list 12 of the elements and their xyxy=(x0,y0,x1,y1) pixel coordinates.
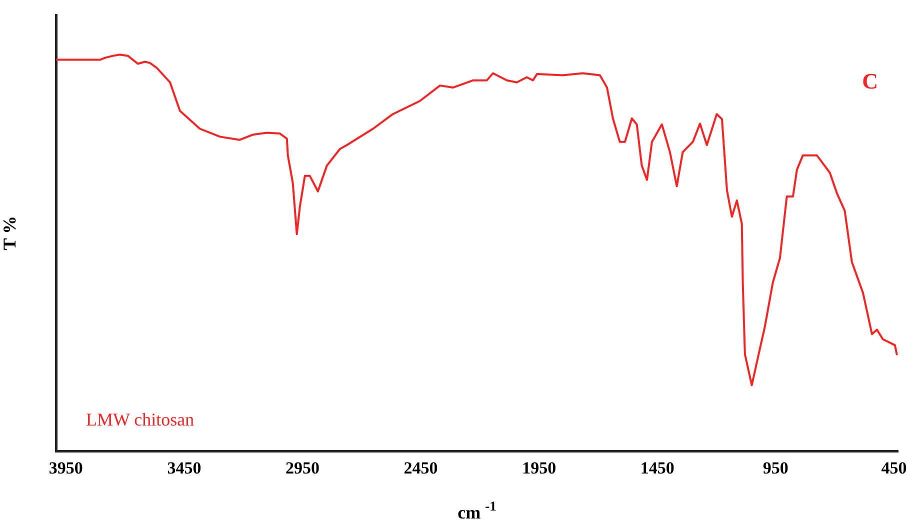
x-tick-label: 3450 xyxy=(167,458,202,478)
x-tick-label: 1450 xyxy=(640,458,674,478)
x-tick-label: 2450 xyxy=(404,458,438,478)
x-axis-title: cm -1 xyxy=(458,498,497,523)
x-tick-label: 3950 xyxy=(48,458,83,478)
y-axis-title: T % xyxy=(0,216,20,250)
annotation: LMW chitosan xyxy=(86,410,194,430)
x-tick-label: 1950 xyxy=(522,458,556,478)
x-tick-label: 950 xyxy=(762,458,788,478)
text: C xyxy=(862,68,878,94)
x-tick-label: 2950 xyxy=(286,458,320,478)
x-tick-label: 450 xyxy=(881,458,907,478)
